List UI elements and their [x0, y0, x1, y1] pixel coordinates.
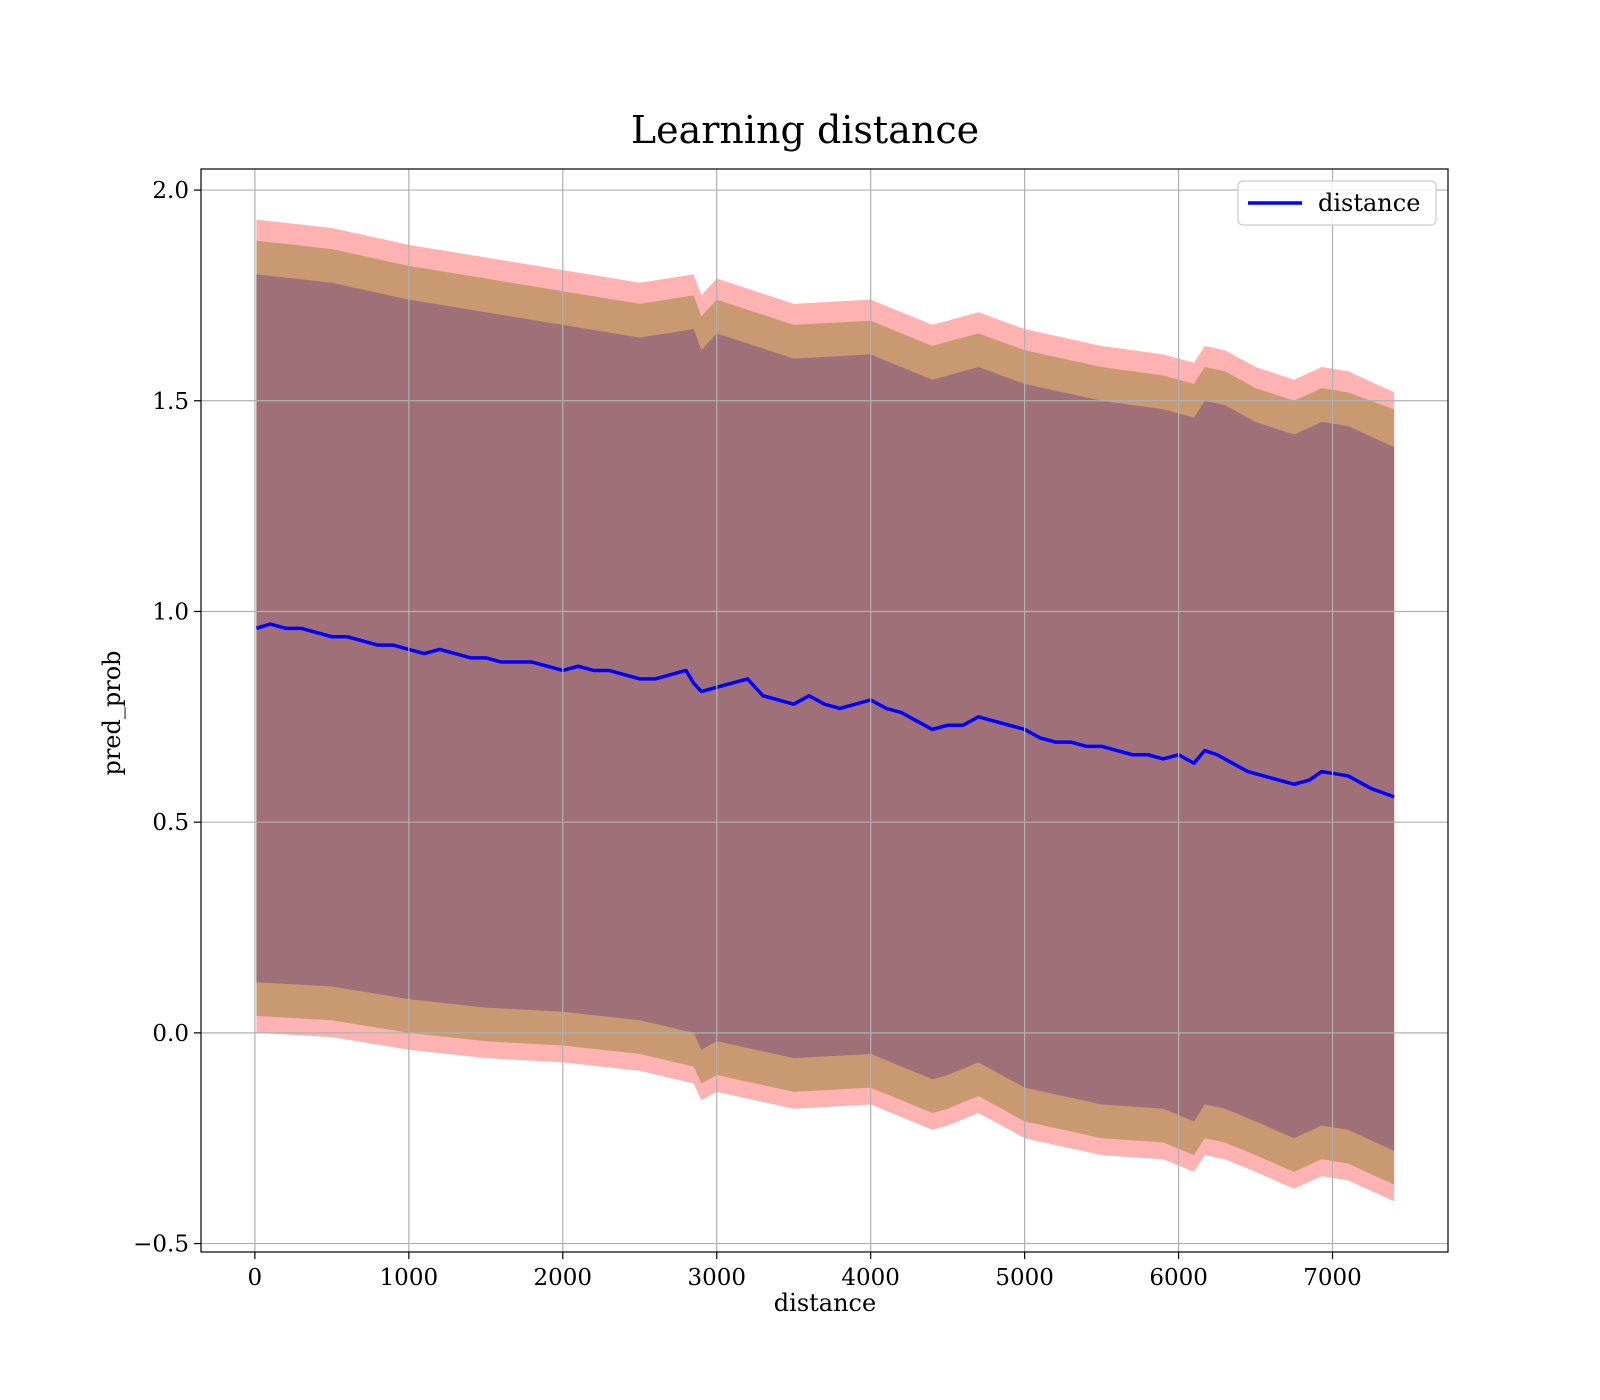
x-axis-label: distance	[774, 1289, 876, 1317]
axes-frame	[200, 168, 1449, 1253]
x-tick-label: 0	[248, 1265, 263, 1291]
x-tick-label: 2000	[534, 1265, 593, 1291]
y-tick-label: 1.5	[152, 389, 189, 415]
plot-area: 0 1000 2000 3000 4000 5000 6000 7000 −0.5 0.0 0.5 1…	[133, 168, 1449, 1291]
legend-label: distance	[1318, 189, 1420, 217]
y-tick-label: 1.0	[152, 599, 189, 625]
series-line-distance	[255, 622, 1395, 799]
y-axis-label: pred_prob	[98, 650, 126, 775]
x-tick-label: 3000	[687, 1265, 746, 1291]
x-tick-label: 7000	[1303, 1265, 1362, 1291]
x-tick-label: 5000	[995, 1265, 1054, 1291]
x-tick-label: 6000	[1149, 1265, 1208, 1291]
legend: distance	[1237, 180, 1437, 226]
x-tick-label: 4000	[841, 1265, 900, 1291]
y-tick-label: 0.5	[152, 810, 189, 836]
y-tick-label: 0.0	[152, 1021, 189, 1047]
x-tick-label: 1000	[380, 1265, 439, 1291]
y-tick-label: −0.5	[133, 1232, 189, 1258]
y-tick-label: 2.0	[152, 178, 189, 204]
legend-box	[1237, 180, 1437, 226]
plot-content	[255, 219, 1395, 1202]
chart-title: Learning distance	[631, 108, 979, 152]
band-inner	[256, 274, 1395, 1151]
